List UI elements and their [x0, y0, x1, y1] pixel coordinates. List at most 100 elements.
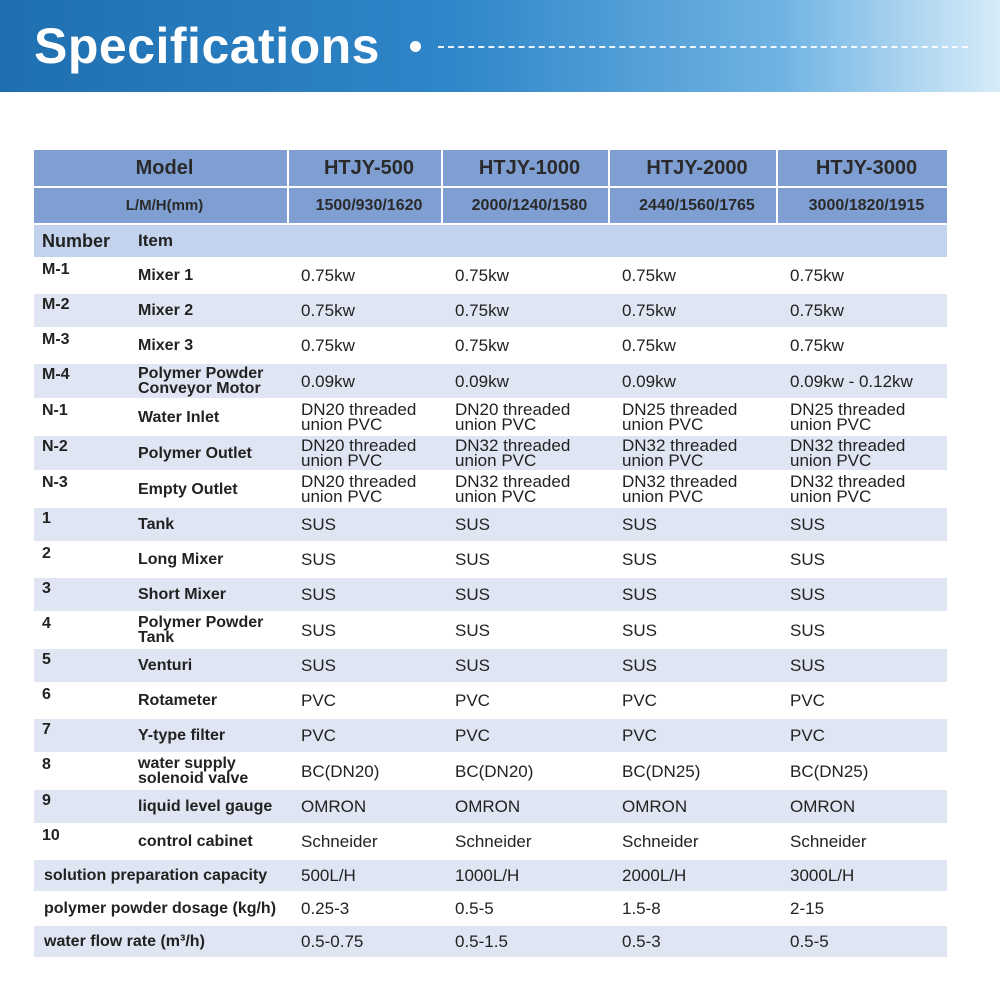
summary-label: solution preparation capacity [34, 860, 289, 891]
row-number: 10 [42, 827, 60, 844]
row-value: 0.75kw [622, 335, 676, 355]
model-htjy-3000: HTJY-3000 [778, 150, 947, 186]
row-value: Schneider [622, 831, 699, 851]
row-value: DN32 threaded union PVC [622, 472, 738, 506]
row-number: N-2 [34, 436, 130, 470]
table-row: M-4 Polymer Powder Conveyor Motor 0.09kw 0.… [34, 364, 947, 398]
row-value: DN32 threaded union PVC [778, 436, 947, 470]
row-item: water supply solenoid valve [138, 755, 249, 787]
row-value: SUS [443, 649, 610, 682]
summary-row: solution preparation capacity 500L/H 1000L… [34, 860, 947, 891]
row-value: DN32 threaded union PVC [455, 472, 571, 506]
dimensions-header-row: L/M/H(mm) 1500/930/1620 2000/1240/1580 2… [34, 188, 947, 223]
row-value: PVC [289, 719, 443, 752]
row-value: 0.75kw [455, 335, 509, 355]
row-value: SUS [610, 649, 778, 682]
table-row: N-3 Empty Outlet DN20 threaded union PVC DN… [34, 472, 947, 506]
table-row: N-1 Water Inlet DN20 threaded union PVC DN2… [34, 400, 947, 434]
row-value: 0.75kw [455, 265, 509, 285]
row-value: 0.09kw [443, 364, 610, 398]
row-item: control cabinet [138, 832, 253, 850]
row-value: 0.75kw [289, 294, 443, 327]
table-row: M-2 Mixer 2 0.75kw 0.75kw 0.75kw 0.75kw [34, 294, 947, 327]
summary-label: water flow rate (m³/h) [34, 926, 289, 957]
row-value: PVC [443, 719, 610, 752]
row-item: Rotameter [138, 691, 218, 709]
row-number: 6 [42, 686, 51, 703]
row-value: DN20 threaded union PVC [301, 472, 417, 506]
row-value: SUS [289, 508, 443, 541]
table-row: 5 Venturi SUS SUS SUS SUS [34, 649, 947, 682]
row-value: BC(DN20) [301, 761, 380, 781]
row-value: 0.75kw [301, 335, 355, 355]
row-value: 0.09kw - 0.12kw [778, 364, 947, 398]
row-value: SUS [289, 578, 443, 611]
row-item: Polymer Powder Conveyor Motor [130, 364, 289, 398]
row-value: SUS [778, 649, 947, 682]
table-row: M-1 Mixer 1 0.75kw 0.75kw 0.75kw 0.75kw [34, 259, 947, 292]
summary-value: 1.5-8 [622, 898, 661, 918]
row-value: 0.09kw [289, 364, 443, 398]
row-value: SUS [790, 549, 825, 569]
table-row: 7 Y-type filter PVC PVC PVC PVC [34, 719, 947, 752]
row-value: DN25 threaded union PVC [790, 400, 906, 434]
summary-label: polymer powder dosage (kg/h) [44, 899, 277, 917]
row-value: PVC [301, 690, 336, 710]
row-value: SUS [443, 508, 610, 541]
row-value: DN20 threaded union PVC [455, 400, 571, 434]
header-spacer [289, 225, 947, 257]
row-number: N-3 [42, 474, 68, 491]
banner-dot-decoration [410, 41, 421, 52]
summary-value: 0.5-0.75 [289, 926, 443, 957]
row-number: 9 [34, 790, 130, 823]
row-value: PVC [622, 690, 657, 710]
row-value: 0.75kw [610, 294, 778, 327]
table-row: 3 Short Mixer SUS SUS SUS SUS [34, 578, 947, 611]
summary-value: 1000L/H [443, 860, 610, 891]
row-number: 7 [34, 719, 130, 752]
row-value: SUS [455, 549, 490, 569]
row-value: DN32 threaded union PVC [443, 436, 610, 470]
row-value: 0.75kw [790, 335, 844, 355]
row-value: PVC [778, 719, 947, 752]
model-label: Model [34, 150, 289, 186]
row-item: Short Mixer [130, 578, 289, 611]
table-row: M-3 Mixer 3 0.75kw 0.75kw 0.75kw 0.75kw [34, 329, 947, 362]
model-htjy-500: HTJY-500 [289, 150, 443, 186]
row-value: Schneider [301, 831, 378, 851]
summary-row: water flow rate (m³/h) 0.5-0.75 0.5-1.5 0.5… [34, 926, 947, 957]
row-value: BC(DN25) [622, 761, 701, 781]
summary-row: polymer powder dosage (kg/h) 0.25-3 0.5-5 1… [34, 893, 947, 924]
summary-value: 0.5-5 [455, 898, 494, 918]
row-number: N-1 [42, 402, 68, 419]
row-item: Mixer 1 [138, 266, 194, 284]
table-row: 10 control cabinet Schneider Schneider Schne… [34, 825, 947, 858]
summary-value: 500L/H [289, 860, 443, 891]
dimensions-htjy-3000: 3000/1820/1915 [778, 188, 947, 223]
banner-dashed-line [438, 46, 968, 48]
row-value: OMRON [289, 790, 443, 823]
summary-value: 3000L/H [778, 860, 947, 891]
table-row: 1 Tank SUS SUS SUS SUS [34, 508, 947, 541]
dimensions-htjy-2000: 2440/1560/1765 [610, 188, 778, 223]
row-value: SUS [790, 620, 825, 640]
row-item: Venturi [130, 649, 289, 682]
table-row: N-2 Polymer Outlet DN20 threaded union PVC… [34, 436, 947, 470]
column-header-row: Number Item [34, 225, 947, 257]
row-value: OMRON [443, 790, 610, 823]
row-value: SUS [289, 649, 443, 682]
row-value: Schneider [455, 831, 532, 851]
row-item: Mixer 2 [130, 294, 289, 327]
row-value: PVC [610, 719, 778, 752]
row-item: Empty Outlet [138, 480, 238, 498]
row-item: Tank [130, 508, 289, 541]
row-number: 8 [42, 756, 51, 773]
summary-value: 0.5-3 [610, 926, 778, 957]
row-number: M-1 [42, 261, 70, 278]
table-row: 6 Rotameter PVC PVC PVC PVC [34, 684, 947, 717]
table-row: 4 Polymer Powder Tank SUS SUS SUS SUS [34, 613, 947, 647]
row-value: PVC [790, 690, 825, 710]
row-value: 0.75kw [301, 265, 355, 285]
row-value: SUS [301, 549, 336, 569]
row-value: 0.75kw [778, 294, 947, 327]
